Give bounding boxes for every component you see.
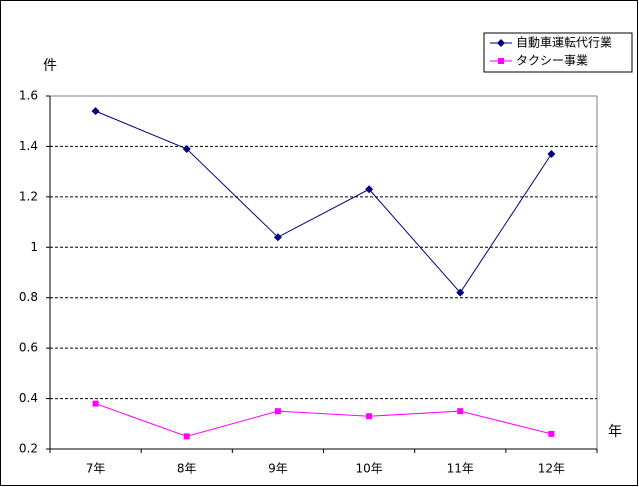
series-line	[95, 110, 552, 294]
marker	[91, 107, 100, 116]
legend-label: タクシー事業	[516, 54, 588, 68]
y-tick-label: 0.8	[19, 290, 38, 304]
x-axis-label: 年	[608, 424, 622, 440]
y-tick-label: 1.2	[19, 189, 38, 203]
y-tick-label: 0.2	[19, 442, 38, 456]
x-tick-label: 9年	[268, 462, 288, 476]
x-tick-label: 11年	[447, 462, 474, 476]
y-tick-label: 0.4	[19, 391, 38, 405]
plot-area	[49, 95, 598, 450]
y-tick-label: 1.4	[19, 139, 38, 153]
marker	[498, 58, 504, 64]
marker	[456, 288, 465, 297]
y-tick-label: 0.6	[19, 341, 38, 355]
marker	[92, 400, 99, 407]
legend-label: 自動車運転代行業	[516, 36, 612, 50]
marker	[182, 144, 191, 153]
x-tick-label: 8年	[177, 462, 197, 476]
y-tick-label: 1.6	[19, 89, 38, 103]
marker	[273, 233, 282, 242]
y-axis-label: 件	[43, 58, 57, 74]
marker	[366, 413, 373, 420]
marker	[183, 433, 190, 440]
marker	[497, 39, 505, 47]
x-tick-label: 12年	[538, 462, 565, 476]
marker	[548, 430, 555, 437]
marker	[274, 408, 281, 415]
x-tick-label: 7年	[86, 462, 106, 476]
legend-box	[483, 32, 633, 73]
y-tick-label: 1	[30, 240, 38, 254]
series-line	[95, 403, 552, 437]
marker	[457, 408, 464, 415]
marker	[547, 149, 556, 158]
x-tick-label: 10年	[355, 462, 382, 476]
marker	[365, 185, 374, 194]
